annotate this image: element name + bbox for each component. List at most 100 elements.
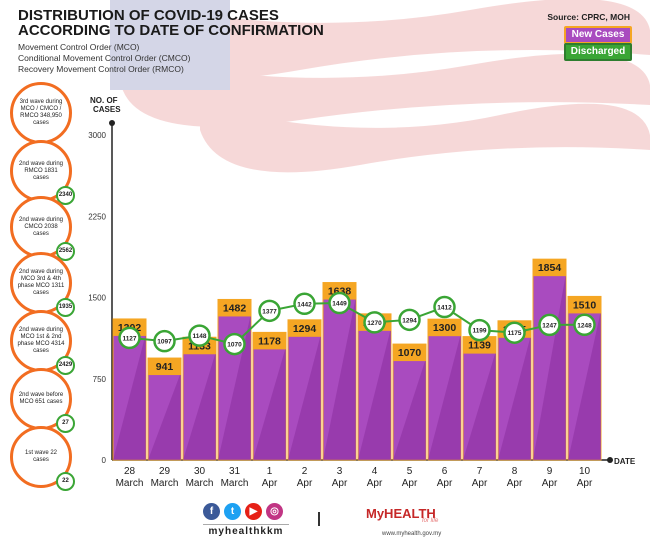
y-tick-label: 2250	[88, 212, 106, 221]
discharged-point	[188, 324, 211, 347]
x-tick-label: March	[116, 478, 144, 489]
bar-label-box	[533, 259, 566, 277]
bar-label-box	[323, 282, 356, 300]
bar-value-label: 1294	[293, 323, 317, 335]
discharged-point	[573, 313, 596, 337]
x-tick-label: Apr	[297, 478, 313, 489]
wave-discharged-badge: 1935	[56, 298, 75, 317]
x-tick-label: 29	[159, 466, 171, 477]
bar-shade	[323, 296, 356, 460]
discharged-value-label: 1247	[542, 322, 557, 329]
x-tick-label: Apr	[542, 478, 558, 489]
x-tick-label: 1	[267, 466, 273, 477]
facebook-icon[interactable]: f	[203, 503, 220, 520]
y-tick-label: 1500	[88, 294, 106, 303]
discharged-point	[538, 313, 561, 337]
twitter-icon[interactable]: t	[224, 503, 241, 520]
y-tick-label: 750	[93, 375, 107, 384]
bar-value-label: 1178	[258, 335, 281, 347]
discharged-point	[118, 326, 141, 350]
y-axis-cap	[109, 120, 115, 126]
x-axis-cap	[607, 457, 613, 463]
subtitle-rmco: Recovery Movement Control Order (RMCO)	[18, 64, 184, 74]
wave-discharged-badge: 2562	[56, 242, 75, 261]
x-tick-label: Apr	[402, 478, 418, 489]
bar-value-label: 1139	[468, 340, 491, 352]
discharged-point	[258, 299, 281, 323]
bar-label-box	[218, 299, 251, 317]
discharged-value-label: 1070	[227, 342, 242, 349]
wave-discharged-badge: 2429	[56, 356, 75, 375]
x-tick-label: Apr	[437, 478, 453, 489]
x-axis-label: DATE	[614, 457, 636, 466]
discharged-point	[293, 292, 316, 316]
x-tick-label: 30	[194, 466, 206, 477]
wave-discharged-badge: 27	[56, 414, 75, 433]
x-tick-label: 4	[372, 466, 378, 477]
bar-shade	[253, 346, 286, 460]
myhealth-tagline: for life	[422, 518, 439, 524]
discharged-value-label: 1175	[507, 330, 521, 337]
bar-shade	[393, 358, 426, 460]
x-tick-label: 8	[512, 466, 518, 477]
myhealth-url: www.myhealth.gov.my	[382, 531, 442, 537]
source-label: Source: CPRC, MOH	[547, 12, 630, 22]
x-tick-label: March	[151, 478, 179, 489]
discharged-value-label: 1148	[192, 333, 206, 340]
discharged-point	[223, 332, 246, 356]
subtitle-block: Movement Control Order (MCO) Conditional…	[18, 42, 190, 75]
y-axis-label: NO. OF	[90, 96, 118, 105]
myhealth-logo: MyHEALTH	[366, 506, 436, 521]
discharged-point	[363, 311, 386, 334]
legend-discharged: Discharged	[564, 43, 632, 61]
bar-label-box	[393, 344, 426, 362]
discharged-value-label: 1442	[297, 301, 312, 308]
bar-label-box	[288, 319, 321, 337]
bar-label-box	[463, 336, 496, 354]
title-line-1: DISTRIBUTION OF COVID-19 CASES	[18, 7, 279, 24]
x-tick-label: 9	[547, 466, 553, 477]
discharged-point	[153, 329, 176, 353]
social-icons: f t ▶ ◎	[203, 503, 283, 520]
discharged-value-label: 1127	[122, 335, 136, 342]
y-tick-label: 3000	[88, 131, 106, 140]
bar-value-label: 941	[156, 361, 174, 373]
subtitle-mco: Movement Control Order (MCO)	[18, 42, 140, 52]
x-tick-label: Apr	[367, 478, 383, 489]
x-tick-label: 3	[337, 466, 343, 477]
chart-title: DISTRIBUTION OF COVID-19 CASES ACCORDING…	[18, 8, 378, 38]
discharged-point	[328, 291, 351, 315]
x-tick-label: Apr	[332, 478, 348, 489]
footer-divider	[318, 512, 320, 526]
instagram-icon[interactable]: ◎	[266, 503, 283, 520]
bar-label-box	[428, 319, 461, 337]
bar-shade	[463, 350, 496, 460]
bar-shade	[533, 273, 566, 460]
bar-shade	[498, 334, 531, 460]
x-tick-label: Apr	[507, 478, 523, 489]
bar-value-label: 1070	[398, 347, 422, 359]
x-tick-label: 6	[442, 466, 448, 477]
bar-shade	[148, 372, 181, 460]
x-tick-label: Apr	[262, 478, 278, 489]
x-tick-label: 5	[407, 466, 413, 477]
bar-shade	[288, 333, 321, 460]
wave-discharged-badge: 2340	[56, 186, 75, 205]
x-tick-label: March	[221, 478, 249, 489]
bar-shade	[183, 351, 216, 460]
youtube-icon[interactable]: ▶	[245, 503, 262, 520]
discharged-value-label: 1097	[157, 339, 172, 346]
discharged-value-label: 1377	[262, 308, 277, 315]
bar-shade	[113, 332, 146, 460]
x-tick-label: Apr	[577, 478, 593, 489]
x-tick-label: March	[186, 478, 214, 489]
bar-label-box	[568, 296, 601, 314]
title-line-2: ACCORDING TO DATE OF CONFIRMATION	[18, 22, 324, 39]
bar-label-box	[253, 332, 286, 350]
bar-value-label: 1854	[538, 262, 562, 274]
x-tick-label: 7	[477, 466, 483, 477]
bar-value-label: 1482	[223, 302, 247, 314]
bar-shade	[428, 333, 461, 460]
